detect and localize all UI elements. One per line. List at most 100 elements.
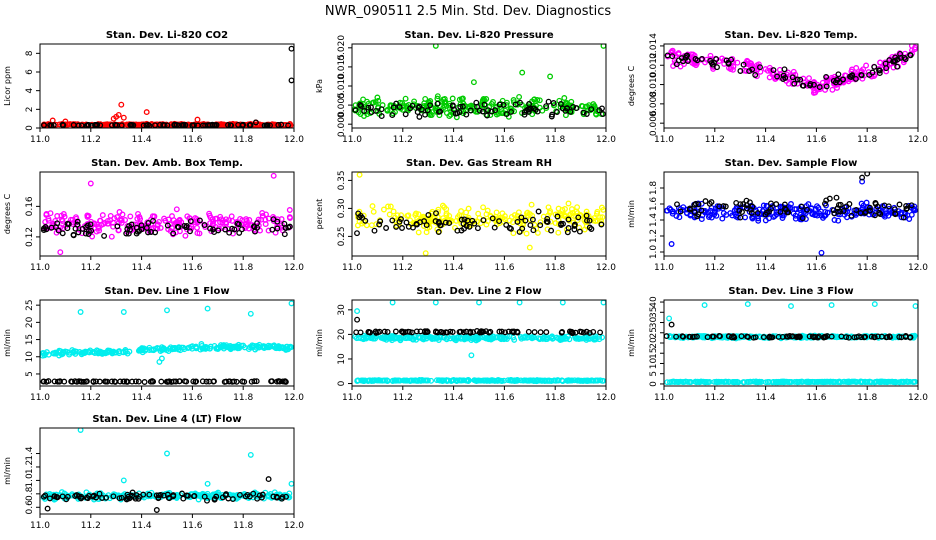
points-layer [352,44,606,121]
data-point [183,378,190,385]
data-point [725,60,732,67]
data-point [752,72,759,78]
data-point [701,302,708,309]
data-point [859,174,866,181]
data-point [728,334,735,341]
data-point [835,217,842,224]
data-point [100,221,107,227]
data-point [496,214,503,221]
data-point [380,377,387,384]
data-point [548,227,555,234]
x-tick-label: 11.8 [857,393,877,403]
y-tick-label: 30 [649,317,659,329]
data-point [223,219,229,226]
data-point [362,217,369,224]
data-point [894,63,901,70]
data-point [432,44,439,49]
series-subset [664,50,914,91]
data-point [368,104,374,111]
data-point [183,492,190,499]
data-point [852,75,859,82]
data-point [387,203,394,210]
data-point [862,333,868,340]
data-point [378,334,385,341]
data-point [127,121,134,128]
data-point [396,104,403,111]
chart-panel: Stan. Dev. Gas Stream RH percent 11.0 11.2 1… [315,158,616,273]
x-tick-label: 11.0 [654,135,674,145]
data-point [130,122,137,128]
data-point [462,334,469,341]
data-point [376,328,383,335]
points-layer [40,45,294,128]
data-point [211,496,218,503]
y-axis-label: ml/min [3,457,12,485]
data-point [371,377,378,384]
plot-frame [351,171,607,257]
y-axis-label: ml/min [627,329,636,357]
data-point [898,378,905,385]
data-point [583,336,590,343]
data-point [831,217,838,223]
data-point [79,225,86,232]
data-point [259,212,266,219]
data-point [393,100,400,107]
data-point [531,329,538,336]
y-tick-label: 0.005 [337,92,347,118]
data-point [377,218,384,225]
data-point [274,494,280,501]
data-point [77,428,84,433]
y-axis-label: degrees C [3,193,12,234]
data-point [740,61,747,68]
data-point [837,201,844,208]
panel-title: Stan. Dev. Line 4 (LT) Flow [92,414,241,425]
data-point [78,378,85,385]
data-point [819,79,826,86]
data-point [440,215,447,222]
data-point [385,334,391,341]
data-point [359,220,365,227]
data-point [797,76,804,83]
data-point [476,329,483,336]
data-point [549,335,556,342]
data-point [840,76,847,83]
data-point [396,335,402,342]
data-point [554,213,561,220]
data-point [44,505,51,512]
data-point [790,210,797,217]
data-point [354,378,361,384]
data-point [528,334,534,341]
data-point [709,61,716,68]
data-point [884,334,891,341]
data-point [869,69,876,76]
data-point [531,334,538,341]
x-tick-label: 11.2 [81,263,101,273]
data-point [482,102,489,109]
series-subset [40,216,293,239]
data-point [69,378,76,385]
x-tick-label: 11.2 [705,263,725,273]
data-point [484,112,491,119]
data-point [871,334,878,341]
data-point [424,377,431,384]
data-point [815,333,822,340]
data-point [410,224,416,231]
data-point [99,495,106,501]
data-point [514,218,521,225]
y-tick-label: 6 [25,69,35,75]
data-point [355,210,362,217]
plot-frame [663,171,919,257]
y-tick-label: 1.8 [649,181,659,196]
data-point [283,493,289,500]
data-point [543,218,550,225]
data-point [90,493,96,500]
data-point [568,328,575,335]
x-tick-label: 11.6 [494,393,514,403]
data-point [828,302,835,309]
data-point [42,224,49,230]
series-subset [664,321,914,341]
y-tick-label: 10 [25,351,35,363]
data-point [156,345,162,352]
data-point [161,122,168,128]
x-tick-label: 11.6 [182,521,202,531]
